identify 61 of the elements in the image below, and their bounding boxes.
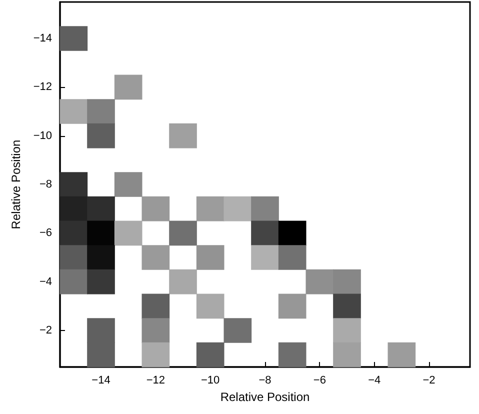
point — [333, 269, 361, 294]
x-axis-title: Relative Position — [220, 390, 310, 404]
point — [196, 196, 224, 222]
point — [196, 294, 224, 319]
point — [333, 342, 361, 368]
point — [306, 269, 334, 294]
y-tick-label: −10 — [33, 130, 52, 142]
point — [87, 342, 115, 368]
point — [251, 220, 279, 246]
x-tick-label: −6 — [313, 374, 326, 386]
point — [114, 172, 142, 197]
point — [87, 269, 115, 294]
y-axis-title: Relative Position — [9, 140, 23, 230]
x-tick-label: −4 — [368, 374, 381, 386]
point — [224, 318, 252, 343]
point — [333, 318, 361, 343]
point — [60, 220, 88, 246]
y-tick-label: −8 — [39, 178, 52, 190]
point — [251, 245, 279, 270]
x-tick-label: −2 — [422, 374, 436, 386]
point — [114, 220, 142, 246]
point — [333, 294, 361, 319]
point — [169, 123, 197, 148]
point — [87, 123, 115, 148]
point — [87, 318, 115, 343]
point — [60, 196, 88, 222]
point — [142, 245, 170, 270]
y-tick-label: −14 — [33, 32, 52, 44]
x-tick-label: −10 — [200, 374, 220, 386]
point — [142, 196, 170, 222]
point — [196, 245, 224, 270]
point — [114, 74, 142, 100]
point — [224, 196, 252, 222]
point — [169, 269, 197, 294]
x-tick-label: −12 — [146, 374, 166, 386]
point — [278, 342, 306, 368]
point — [278, 245, 306, 270]
point — [196, 342, 224, 368]
y-tick-label: −6 — [39, 227, 52, 240]
point — [87, 220, 115, 246]
point — [278, 220, 306, 246]
point — [87, 99, 115, 124]
point — [87, 196, 115, 222]
x-tick-label: −8 — [258, 374, 272, 386]
point — [60, 269, 88, 294]
point — [142, 318, 170, 343]
y-tick-label: −2 — [39, 324, 52, 336]
point — [388, 342, 416, 368]
point — [142, 342, 170, 368]
point — [60, 245, 88, 270]
point — [142, 294, 170, 319]
point — [251, 196, 279, 222]
y-tick-label: −12 — [33, 81, 52, 94]
point — [60, 99, 88, 124]
point — [169, 220, 197, 246]
y-tick-label: −4 — [39, 276, 52, 288]
point — [60, 172, 88, 197]
x-tick-label: −14 — [92, 374, 110, 386]
point — [278, 294, 306, 319]
point — [60, 26, 88, 51]
point — [87, 245, 115, 270]
